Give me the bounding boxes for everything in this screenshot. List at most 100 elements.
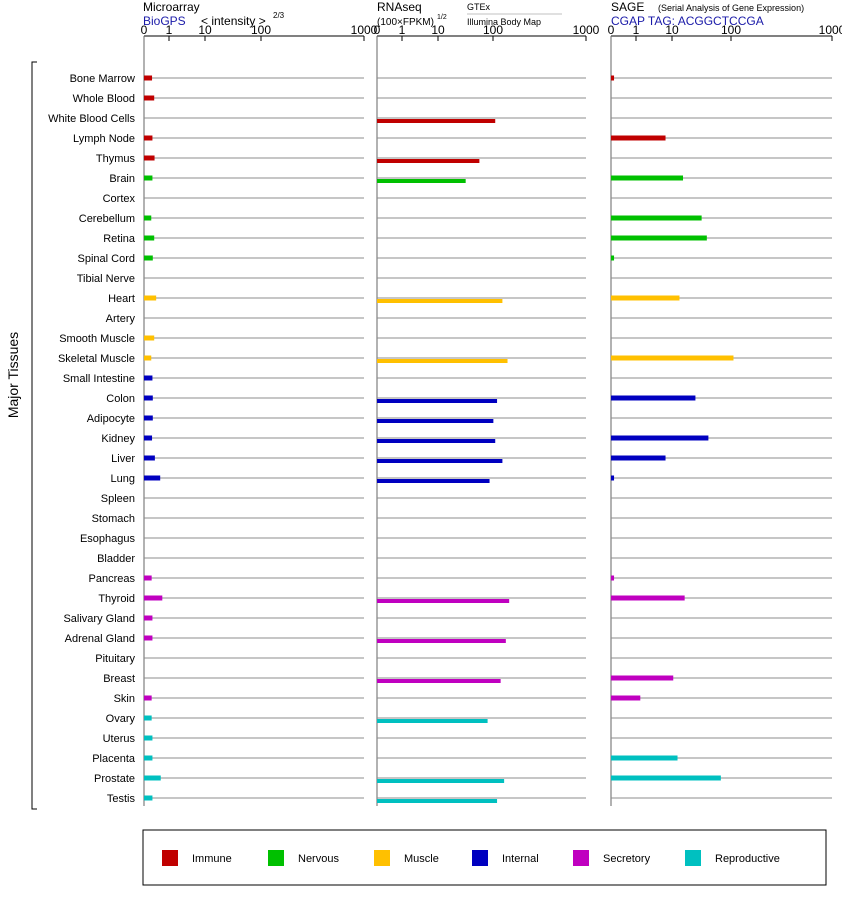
y-group-bracket <box>31 61 37 810</box>
tissue-label: Colon <box>106 393 135 405</box>
rnaseq-x-tick-label: 1 <box>399 23 406 37</box>
microarray-bar <box>144 435 153 441</box>
rnaseq-bar <box>377 299 503 303</box>
microarray-bar <box>144 175 153 181</box>
microarray-bar <box>144 775 161 781</box>
tissue-label: Thymus <box>96 153 136 165</box>
rnaseq-bar <box>377 159 480 163</box>
microarray-bar <box>144 95 155 101</box>
sage-panel: 0 1 10 100 1000 <box>608 23 842 806</box>
sage-x-tick-label: 100 <box>721 23 741 37</box>
microarray-bar <box>144 455 155 461</box>
microarray-bar <box>144 475 161 481</box>
sage-subtitle: CGAP TAG: ACGGCTCCGA <box>611 14 764 28</box>
tissue-label: Brain <box>109 173 135 185</box>
microarray-bar <box>144 215 152 221</box>
tissue-label: Salivary Gland <box>63 613 135 625</box>
legend-label-immune: Immune <box>192 853 232 865</box>
y-group-label: Major Tissues <box>5 332 21 418</box>
sage-bar <box>611 395 696 401</box>
microarray-x-tick-label: 10 <box>198 23 212 37</box>
sage-bar <box>611 355 734 361</box>
microarray-scale-exponent: 2/3 <box>273 11 285 20</box>
rnaseq-x-tick-label: 1000 <box>573 23 600 37</box>
rnaseq-x-tick-label: 10 <box>431 23 445 37</box>
tissue-label: Kidney <box>101 433 135 445</box>
rnaseq-bar <box>377 779 505 783</box>
microarray-bar <box>144 75 153 81</box>
rnaseq-subtitle: (100×FPKM) <box>377 17 434 28</box>
tissue-label: Heart <box>108 293 135 305</box>
legend-swatch-secretory <box>573 850 589 866</box>
microarray-x-tick-label: 1000 <box>351 23 378 37</box>
rnaseq-source-gtex: GTEx <box>467 2 491 12</box>
tissue-label: Prostate <box>94 773 135 785</box>
microarray-x-tick-label: 0 <box>141 23 148 37</box>
microarray-bar <box>144 755 153 761</box>
tissue-label: Adrenal Gland <box>65 633 135 645</box>
microarray-bar <box>144 135 153 141</box>
tissue-label: Cerebellum <box>79 213 135 225</box>
microarray-bar <box>144 155 155 161</box>
tissue-label: Adipocyte <box>87 413 135 425</box>
tissue-label: Skeletal Muscle <box>58 353 135 365</box>
microarray-bar <box>144 735 153 741</box>
rnaseq-bar <box>377 479 490 483</box>
rnaseq-x-tick-label: 100 <box>483 23 503 37</box>
sage-bar <box>611 255 615 261</box>
rnaseq-bar <box>377 439 496 443</box>
microarray-bar <box>144 575 152 581</box>
rnaseq-bar <box>377 419 494 423</box>
microarray-bar <box>144 795 153 801</box>
tissue-label: Lung <box>111 473 135 485</box>
tissue-label: Liver <box>111 453 135 465</box>
sage-bar <box>611 775 721 781</box>
tissue-label: Bone Marrow <box>70 73 135 85</box>
microarray-bar <box>144 635 153 641</box>
legend-label-nervous: Nervous <box>298 853 339 865</box>
tissue-label: Small Intestine <box>63 373 135 385</box>
sage-bar <box>611 475 615 481</box>
tissue-label: Pituitary <box>95 653 135 665</box>
microarray-bar <box>144 595 163 601</box>
rnaseq-bar <box>377 179 466 183</box>
sage-bar <box>611 695 641 701</box>
tissue-label: Smooth Muscle <box>59 333 135 345</box>
sage-bar <box>611 675 674 681</box>
microarray-bar <box>144 695 152 701</box>
sage-bar <box>611 575 615 581</box>
rnaseq-bar <box>377 599 510 603</box>
tissue-label: Placenta <box>92 753 136 765</box>
legend-swatch-immune <box>162 850 178 866</box>
microarray-bar <box>144 255 153 261</box>
tissue-label: Stomach <box>92 513 135 525</box>
sage-x-tick-label: 10 <box>665 23 679 37</box>
rnaseq-source-ibm: Illumina Body Map <box>467 17 541 27</box>
tissue-label: Retina <box>103 233 136 245</box>
rnaseq-panel: 0 1 10 100 1000 <box>374 23 600 806</box>
sage-bar <box>611 435 709 441</box>
microarray-bar <box>144 715 152 721</box>
microarray-bar <box>144 415 153 421</box>
tissue-label: Lymph Node <box>73 133 135 145</box>
sage-bar <box>611 455 666 461</box>
tissue-label: Testis <box>107 793 136 805</box>
legend-swatch-internal <box>472 850 488 866</box>
legend-swatch-muscle <box>374 850 390 866</box>
tissue-label: Cortex <box>103 193 136 205</box>
rnaseq-bar <box>377 719 488 723</box>
rnaseq-bar <box>377 399 498 403</box>
microarray-x-tick-label: 100 <box>251 23 271 37</box>
tissue-label: Bladder <box>97 553 135 565</box>
microarray-bar <box>144 355 152 361</box>
tissue-label: Thyroid <box>98 593 135 605</box>
rnaseq-bar <box>377 799 498 803</box>
tissue-label: Ovary <box>106 713 136 725</box>
sage-bar <box>611 755 678 761</box>
rnaseq-title: RNAseq <box>377 0 422 14</box>
sage-bar <box>611 175 684 181</box>
microarray-scale-label: < intensity > <box>201 14 266 28</box>
tissue-label: White Blood Cells <box>48 113 135 125</box>
tissue-label: Skin <box>114 693 135 705</box>
microarray-bar <box>144 295 157 301</box>
